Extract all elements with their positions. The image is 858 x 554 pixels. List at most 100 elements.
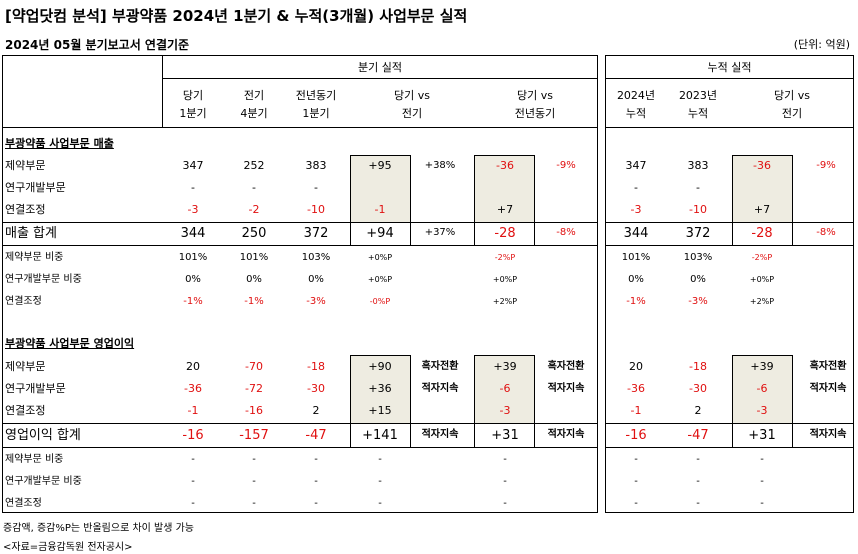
table-cell: - [314, 498, 318, 509]
table-cell: +39 [493, 360, 517, 373]
table-cell: - [503, 454, 507, 465]
table-cell: - [378, 454, 382, 465]
row-label: 제약부문 비중 [5, 252, 64, 263]
table-cell: 흑자전환 [809, 361, 847, 372]
table-cell: -2%P [751, 253, 773, 262]
table-cell: +2%P [492, 297, 518, 306]
table-cell: +95 [368, 159, 392, 172]
op-section-title: 부광약품 사업부문 영업이익 [5, 337, 135, 350]
table-cell: -1 [187, 404, 199, 417]
table-cell: 2 [694, 404, 702, 417]
table-cell: - [378, 498, 382, 509]
total-row-box [2, 222, 598, 246]
cumulative-group-title: 누적 실적 [707, 61, 752, 74]
table-cell: -9% [556, 160, 576, 171]
column-header: 누적 [625, 107, 647, 120]
table-cell: +7 [496, 203, 514, 216]
header-divider [605, 78, 854, 79]
delta-shade [350, 155, 410, 222]
table-cell: -0%P [369, 297, 391, 306]
row-label: 연결조정 [5, 404, 46, 417]
table-cell: 0% [690, 274, 706, 285]
table-cell: 0% [246, 274, 262, 285]
table-cell: 103% [683, 252, 713, 263]
table-cell: -10 [689, 203, 707, 216]
row-label: 연구개발부문 비중 [5, 476, 82, 487]
table-cell: 적자지속 [809, 383, 847, 394]
delta-block-top [350, 355, 410, 356]
table-cell: -1% [626, 296, 646, 307]
table-cell: +0%P [749, 275, 775, 284]
table-cell: 20 [186, 360, 200, 373]
table-cell: -36 [627, 382, 645, 395]
table-cell: +31 [748, 428, 776, 443]
table-cell: -28 [751, 226, 773, 241]
table-cell: +0%P [367, 253, 393, 262]
table-cell: -16 [182, 428, 204, 443]
delta-column-border [474, 155, 475, 246]
total-row-label: 매출 합계 [5, 226, 57, 241]
table-cell: +7 [753, 203, 771, 216]
table-cell: -3 [756, 404, 768, 417]
delta-block-top [350, 155, 410, 156]
total-row-box [605, 222, 854, 246]
table-cell: - [252, 454, 256, 465]
row-label: 연결조정 [5, 296, 42, 307]
table-cell: -10 [307, 203, 325, 216]
table-cell: - [696, 181, 700, 194]
table-cell: 101% [239, 252, 269, 263]
table-cell: 20 [629, 360, 643, 373]
table-cell: - [191, 476, 195, 487]
column-header: 당기 vs [517, 89, 553, 102]
table-cell: -1% [183, 296, 203, 307]
table-cell: -3 [187, 203, 199, 216]
table-cell: 344 [623, 226, 649, 241]
column-divider [162, 55, 163, 127]
table-cell: -30 [689, 382, 707, 395]
delta-block-top [474, 355, 534, 356]
table-cell: 347 [182, 159, 204, 172]
unit-label: (단위: 억원) [793, 38, 850, 51]
table-cell: -6 [499, 382, 511, 395]
total-row-label: 영업이익 합계 [5, 428, 81, 443]
table-cell: - [760, 498, 764, 509]
report-title: [약업닷컴 분석] 부광약품 2024년 1분기 & 누적(3개월) 사업부문 … [5, 7, 468, 25]
table-cell: +15 [368, 404, 392, 417]
table-cell: 적자지속 [421, 383, 459, 394]
column-header: 1분기 [179, 107, 207, 120]
column-header: 2023년 [678, 89, 718, 102]
table-cell: 252 [243, 159, 265, 172]
table-cell: -8% [556, 227, 576, 238]
table-cell: 적자지속 [421, 429, 459, 440]
table-cell: -1 [630, 404, 642, 417]
table-cell: 101% [621, 252, 651, 263]
delta-column-border [534, 155, 535, 246]
table-cell: -3% [306, 296, 326, 307]
delta-column-border [410, 355, 411, 448]
table-cell: +94 [366, 226, 394, 241]
delta-shade [474, 155, 534, 222]
table-cell: - [634, 476, 638, 487]
row-label: 제약부문 [5, 360, 46, 373]
table-cell: - [314, 454, 318, 465]
table-cell: -3 [630, 203, 642, 216]
table-cell: 적자지속 [809, 429, 847, 440]
table-cell: -47 [305, 428, 327, 443]
column-header: 1분기 [302, 107, 330, 120]
delta-column-border [792, 355, 793, 448]
table-cell: -36 [753, 159, 771, 172]
table-cell: 적자지속 [547, 429, 585, 440]
table-cell: +141 [362, 428, 398, 443]
table-cell: - [314, 181, 318, 194]
table-cell: +31 [491, 428, 519, 443]
table-cell: 383 [305, 159, 327, 172]
table-cell: - [634, 498, 638, 509]
column-header: 당기 vs [774, 89, 810, 102]
report-subtitle: 2024년 05월 분기보고서 연결기준 [5, 38, 190, 52]
table-cell: - [634, 454, 638, 465]
column-header: 당기 vs [394, 89, 430, 102]
total-row-box [2, 423, 598, 448]
column-header: 당기 [182, 89, 204, 102]
header-bottom-line [605, 127, 854, 128]
delta-block-top [732, 155, 792, 156]
